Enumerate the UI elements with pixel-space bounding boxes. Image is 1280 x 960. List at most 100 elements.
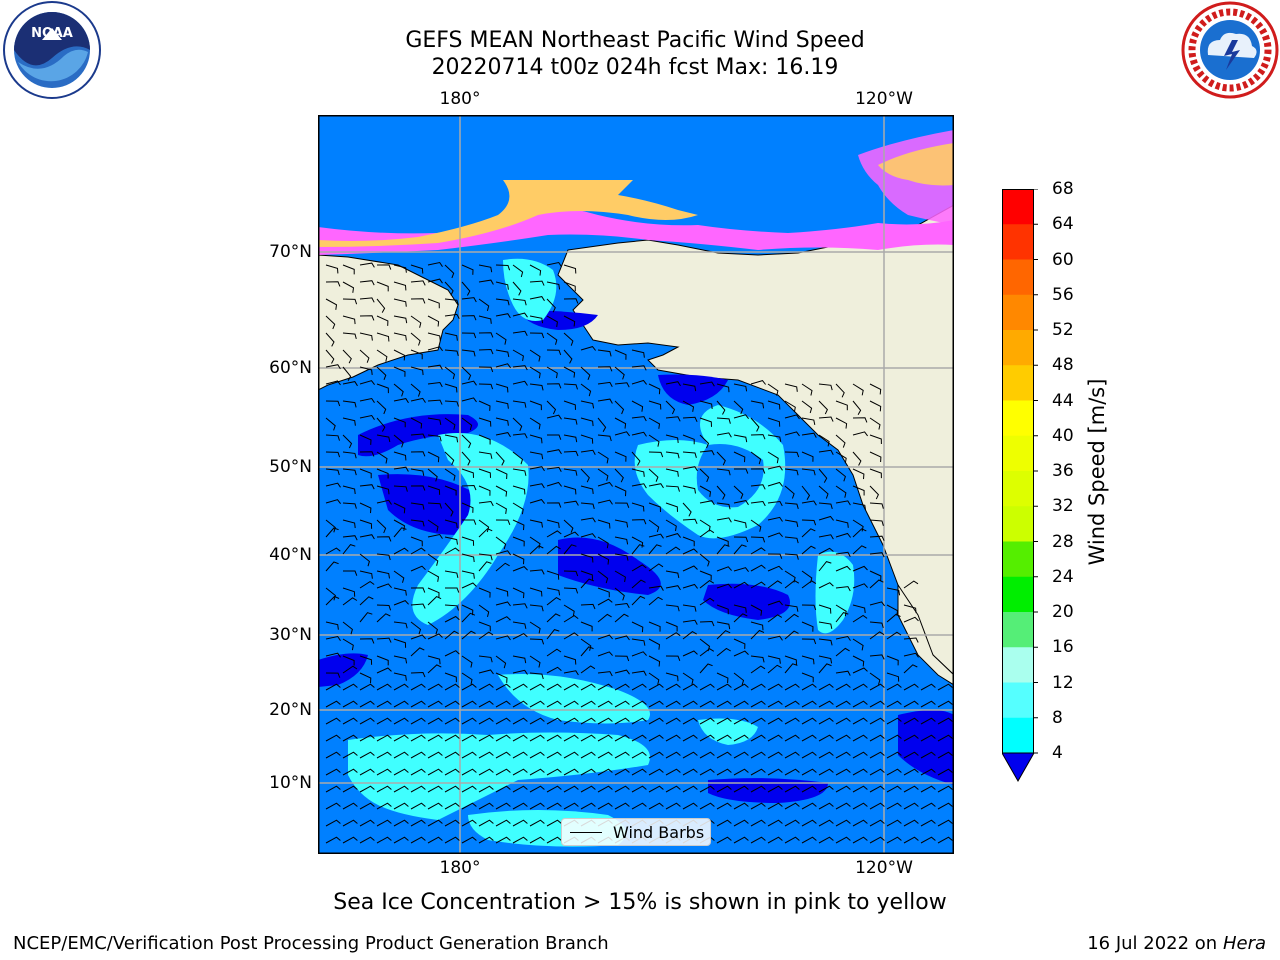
wind-barb xyxy=(325,652,341,658)
wind-barb xyxy=(682,672,694,685)
wind-barb xyxy=(444,313,460,319)
wind-barb xyxy=(835,785,851,793)
wind-barb xyxy=(886,683,902,691)
wind-barb xyxy=(665,485,680,492)
wind-barb xyxy=(597,634,613,640)
wind-barb xyxy=(427,261,443,267)
wind-barb xyxy=(546,819,562,827)
wind-barb xyxy=(478,785,494,793)
wind-barb xyxy=(376,485,390,495)
wind-barb xyxy=(427,683,443,691)
wind-barb xyxy=(410,366,424,376)
wind-barb xyxy=(563,531,579,538)
colorbar xyxy=(1002,189,1038,783)
footer-credit: NCEP/EMC/Verification Post Processing Pr… xyxy=(13,933,609,954)
wind-barb xyxy=(393,264,407,273)
wind-barb xyxy=(818,663,832,674)
wind-barb xyxy=(495,400,509,409)
wind-barb xyxy=(920,751,936,759)
wind-barb xyxy=(835,717,851,725)
wind-barb xyxy=(767,683,783,691)
colorbar-segment xyxy=(1002,330,1034,366)
wind-barb xyxy=(597,717,613,725)
wind-barb xyxy=(427,734,443,742)
wind-barb xyxy=(478,819,494,827)
wind-barb xyxy=(648,802,664,810)
wind-barb xyxy=(631,349,645,358)
wind-barb xyxy=(903,683,919,691)
wind-barb xyxy=(563,315,576,327)
wind-barb xyxy=(886,700,902,708)
wind-barb xyxy=(750,665,766,674)
wind-barb xyxy=(359,734,375,742)
wind-barb xyxy=(733,544,747,555)
wind-barb xyxy=(393,802,409,810)
wind-barb xyxy=(478,836,494,844)
wind-barb xyxy=(818,547,834,555)
wind-barb xyxy=(614,417,627,429)
wind-barb xyxy=(682,683,698,691)
wind-barb xyxy=(716,717,732,725)
wind-barb xyxy=(359,349,370,363)
wind-barb xyxy=(767,635,783,641)
wind-barb xyxy=(393,383,404,397)
wind-barb xyxy=(393,332,407,341)
wind-barb xyxy=(699,734,715,742)
wind-barb xyxy=(376,768,392,776)
wind-barb xyxy=(342,468,357,476)
wind-barb xyxy=(461,502,474,513)
wind-barb xyxy=(716,630,731,640)
wind-barb xyxy=(648,683,664,691)
wind-barb xyxy=(444,768,460,776)
wind-barb xyxy=(376,366,387,380)
wind-barb xyxy=(716,683,732,691)
wind-barb xyxy=(393,734,409,742)
wind-barb xyxy=(631,683,647,691)
wind-barb xyxy=(529,672,544,680)
wind-barb xyxy=(835,551,851,557)
wind-barb xyxy=(393,547,409,555)
wind-barb xyxy=(461,836,477,844)
wind-barb xyxy=(852,565,868,572)
wind-barb xyxy=(733,672,745,686)
wind-barb xyxy=(546,414,562,420)
wind-barb xyxy=(750,500,766,507)
wind-barb xyxy=(580,717,596,725)
wind-barb xyxy=(461,655,473,668)
wind-barb xyxy=(648,451,664,458)
wind-barb xyxy=(614,587,625,601)
wind-barb xyxy=(699,485,712,497)
wind-barb xyxy=(733,567,749,573)
wind-barb xyxy=(359,768,375,776)
wind-barb xyxy=(648,400,662,410)
wind-barb xyxy=(359,366,373,375)
wind-barb xyxy=(580,665,596,674)
wind-barb xyxy=(716,536,729,547)
wind-barb xyxy=(580,502,595,510)
wind-barb xyxy=(699,768,715,776)
wind-barb xyxy=(903,836,919,844)
wind-barb xyxy=(444,332,458,341)
wind-barb xyxy=(733,604,747,613)
wind-barb xyxy=(886,819,902,827)
wind-barb xyxy=(716,544,730,555)
wind-barb xyxy=(869,768,885,776)
wind-barb xyxy=(342,417,356,426)
wind-barb xyxy=(512,349,524,361)
wind-barb xyxy=(547,434,562,440)
wind-barb xyxy=(767,785,783,793)
wind-barb xyxy=(444,700,460,708)
wind-barb xyxy=(478,587,491,598)
wind-barb xyxy=(529,451,544,460)
wind-barb xyxy=(699,683,715,691)
wind-barb xyxy=(631,502,645,512)
wind-barb xyxy=(512,785,528,793)
wind-barb xyxy=(716,700,732,708)
chart-title-line2: 20220714 t00z 024h fcst Max: 16.19 xyxy=(431,55,839,80)
wind-barb xyxy=(359,332,373,341)
lat-label-40n: 40°N xyxy=(269,545,312,565)
wind-barb xyxy=(733,717,749,725)
wind-barb xyxy=(546,751,562,759)
wind-barb xyxy=(512,683,528,691)
bottom-lon-label-120w: 120°W xyxy=(855,858,913,878)
